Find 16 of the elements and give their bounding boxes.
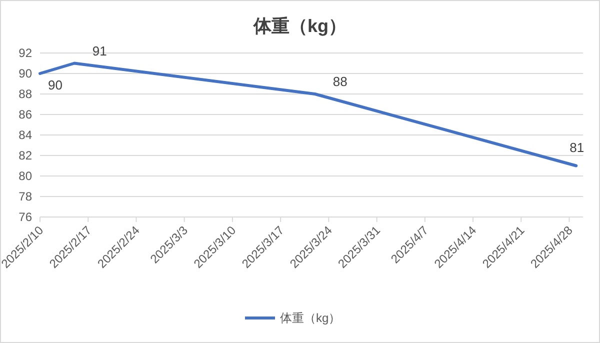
data-label: 81 xyxy=(570,140,584,155)
y-tick-label: 84 xyxy=(18,128,32,142)
y-tick-label: 88 xyxy=(18,87,32,101)
data-label: 91 xyxy=(92,43,107,58)
y-tick-label: 76 xyxy=(18,210,32,224)
y-tick-label: 86 xyxy=(18,108,32,122)
y-tick-label: 90 xyxy=(18,66,32,80)
legend: 体重（kg） xyxy=(245,311,341,325)
y-tick-label: 82 xyxy=(18,148,32,162)
y-tick-label: 92 xyxy=(18,46,32,60)
data-label: 90 xyxy=(48,78,62,92)
chart-title: 体重（kg） xyxy=(252,16,347,36)
data-label: 88 xyxy=(332,74,348,89)
y-tick-label: 78 xyxy=(18,190,32,204)
legend-label: 体重（kg） xyxy=(280,311,341,325)
y-tick-label: 80 xyxy=(18,169,32,183)
